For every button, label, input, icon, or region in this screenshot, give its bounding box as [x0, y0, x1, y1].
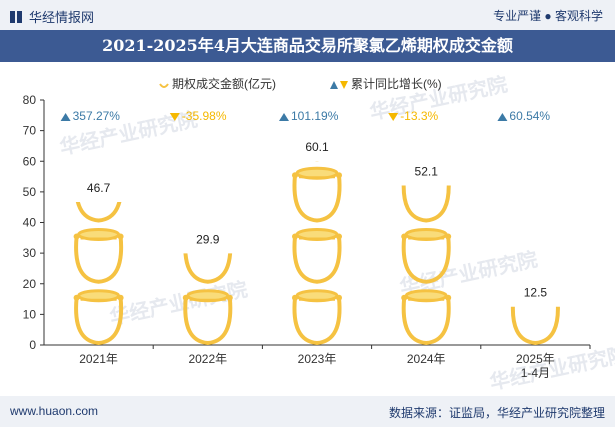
watermark-text: 华经产业研究院 [488, 342, 615, 395]
x-tick-label: 2022年 [188, 352, 227, 366]
bar-icon [292, 289, 342, 346]
footer: www.huaon.com 数据来源：证监局，华经产业研究院整理 [0, 396, 615, 427]
y-tick-label: 20 [23, 277, 37, 291]
y-tick-label: 40 [23, 216, 37, 230]
y-tick-label: 80 [23, 93, 37, 107]
footer-source: 数据来源：证监局，华经产业研究院整理 [388, 406, 605, 420]
y-tick-label: 60 [23, 154, 37, 168]
footer-website: www.huaon.com [10, 404, 99, 418]
y-tick-label: 0 [29, 338, 36, 352]
y-tick-label: 50 [23, 185, 37, 199]
up-triangle-icon [279, 113, 289, 121]
logo: 华经情报网 [9, 7, 94, 26]
bar-icon [73, 289, 124, 346]
legend-down-triangle-icon [340, 81, 348, 89]
x-tick-label: 1-4月 [521, 366, 550, 380]
data-label: 46.7 [87, 181, 111, 195]
chart: 华经产业研究院华经产业研究院华经产业研究院华经产业研究院华经产业研究院01020… [23, 72, 615, 395]
y-tick-label: 10 [23, 307, 37, 321]
x-tick-label: 2021年 [79, 352, 118, 366]
bar-icon [182, 289, 233, 346]
legend-pot-icon [159, 83, 169, 88]
tagline: 专业严谨 ● 客观科学 [493, 9, 603, 23]
bar-icon [401, 185, 451, 223]
y-tick-label: 30 [23, 246, 37, 260]
bar-icon [292, 228, 342, 284]
data-label: 29.9 [196, 232, 220, 246]
legend-up-triangle-icon [330, 81, 338, 89]
x-tick-label: 2023年 [298, 352, 337, 366]
legend-label-amount: 期权成交金额(亿元) [172, 76, 276, 91]
bar-icon [401, 228, 452, 284]
chart-title: 2021-2025年4月大连商品交易所聚氯乙烯期权成交金额 [0, 30, 615, 62]
bar-icon [292, 166, 342, 223]
down-triangle-icon [169, 113, 180, 121]
growth-label: -13.3% [400, 109, 438, 123]
data-label: 12.5 [524, 286, 548, 300]
growth-label: 60.54% [509, 109, 550, 123]
growth-label: -35.98% [182, 109, 227, 123]
bar-icon [510, 306, 560, 346]
x-tick-label: 2025年 [516, 352, 555, 366]
data-label: 60.1 [305, 140, 329, 154]
growth-label: 101.19% [291, 109, 339, 123]
header-bar: 华经情报网 专业严谨 ● 客观科学 [0, 0, 615, 30]
bar-icon [401, 289, 452, 346]
bar-icon [183, 253, 233, 284]
y-tick-label: 70 [23, 124, 37, 138]
down-triangle-icon [388, 113, 399, 121]
logo-text: 华经情报网 [29, 10, 95, 25]
bar-icon [75, 201, 122, 223]
logo-icon [9, 10, 23, 24]
bar-icon [73, 228, 124, 284]
growth-label: 357.27% [73, 109, 121, 123]
legend-label-growth: 累计同比增长(%) [351, 77, 442, 91]
up-triangle-icon [497, 113, 508, 121]
up-triangle-icon [60, 113, 71, 121]
x-tick-label: 2024年 [407, 352, 446, 366]
data-label: 52.1 [415, 164, 439, 178]
